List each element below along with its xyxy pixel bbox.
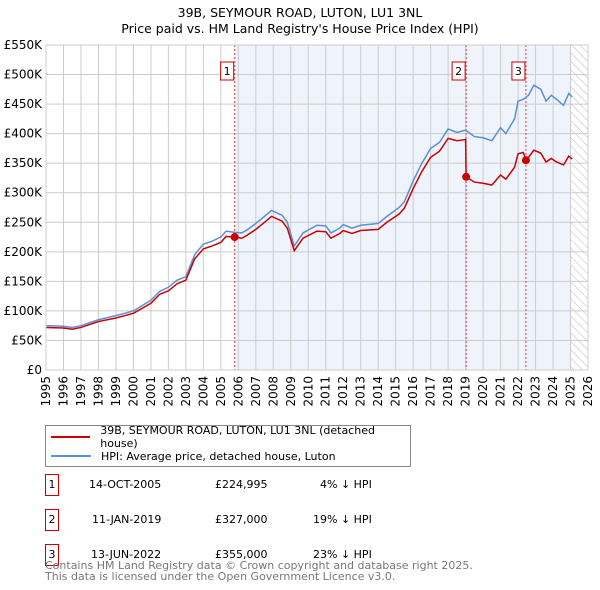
sale-hpi: 4% ↓ HPI [320,478,372,491]
x-tick-label: 2001 [144,376,158,407]
y-tick-label: £500K [4,68,44,82]
y-tick-label: £150K [4,274,44,288]
sale-marker-box: 1 [45,474,59,496]
x-tick-label: 2013 [354,376,368,407]
x-tick-label: 2025 [564,376,578,407]
y-tick-label: £550K [4,38,44,52]
x-tick-label: 2020 [476,376,490,407]
legend-item-property: 39B, SEYMOUR ROAD, LUTON, LU1 3NL (detac… [46,424,410,450]
sale-date: 11-JAN-2019 [92,513,162,526]
x-tick-label: 2002 [161,376,175,407]
x-tick-label: 2014 [371,376,385,407]
plot-border [45,44,589,371]
x-tick-label: 2000 [126,376,140,407]
x-tick-label: 2019 [459,376,473,407]
x-tick-label: 2004 [196,376,210,407]
y-tick-label: £300K [4,186,44,200]
x-tick-label: 2015 [389,376,403,407]
price-chart: £0 £50K £100K £150K £200K £250K £300K £350K £400… [4,38,595,407]
sale-row: 2 11-JAN-2019 £327,000 19% ↓ HPI [45,509,445,531]
y-tick-label: £250K [4,215,44,229]
sale-price: £327,000 [215,513,268,526]
x-tick-label: 1996 [56,376,70,407]
sale-point [521,156,530,165]
chart-subtitle: Price paid vs. HM Land Registry's House … [121,21,479,36]
sale-label: 2 [455,65,462,78]
legend-label: HPI: Average price, detached house, Luto… [101,449,336,463]
x-tick-label: 2006 [231,376,245,407]
sale-row: 3 13-JUN-2022 £355,000 23% ↓ HPI [45,544,445,566]
sale-label: 1 [224,65,231,78]
x-tick-label: 2010 [301,376,315,407]
x-tick-label: 2023 [529,376,543,407]
x-tick-label: 2021 [494,376,508,407]
x-tick-label: 2012 [336,376,350,407]
sale-label-box [511,61,526,81]
y-tick-label: £0 [27,363,42,377]
y-tick-label: £450K [4,97,44,111]
legend-label: 39B, SEYMOUR ROAD, LUTON, LU1 3NL (detac… [100,424,375,450]
sale-label-box [220,61,235,81]
x-tick-label: 1998 [91,376,105,407]
forecast-hatch [570,45,588,370]
x-tick-label: 1999 [109,376,123,407]
y-tick-label: £100K [4,304,44,318]
x-tick-label: 1997 [74,376,88,407]
legend-swatch-blue [51,455,91,457]
y-tick-label: £400K [4,127,44,141]
x-tick-label: 2018 [441,376,455,407]
x-tick-label: 2011 [319,376,333,407]
x-tick-label: 2026 [581,376,595,407]
legend-swatch-red [51,436,91,438]
x-tick-label: 2007 [249,376,263,407]
legend-item-hpi: HPI: Average price, detached house, Luto… [46,447,336,465]
y-tick-label: £50K [11,333,43,347]
sale-label-box [451,61,466,81]
sale-label: 3 [515,65,522,78]
sale-hpi: 23% ↓ HPI [313,548,372,561]
sale-point [462,172,471,181]
x-tick-label: 2022 [511,376,525,407]
x-tick-label: 2016 [406,376,420,407]
x-tick-label: 2009 [284,376,298,407]
footer-line: Contains HM Land Registry data © Crown c… [45,559,473,572]
y-tick-label: £350K [4,156,44,170]
x-tick-label: 1995 [39,376,53,407]
sale-price: £355,000 [215,548,268,561]
sale-marker-box: 3 [45,544,59,566]
legend: 39B, SEYMOUR ROAD, LUTON, LU1 3NL (detac… [45,424,411,467]
x-tick-label: 2008 [266,376,280,407]
sale-hpi: 19% ↓ HPI [313,513,372,526]
footer-line: This data is licensed under the Open Gov… [45,570,396,583]
chart-title: 39B, SEYMOUR ROAD, LUTON, LU1 3NL [177,5,423,20]
y-tick-label: £200K [4,245,44,259]
hpi-line [45,84,573,329]
x-tick-label: 2005 [214,376,228,407]
sale-date: 13-JUN-2022 [91,548,162,561]
sale-price: £224,995 [215,478,268,491]
x-tick-label: 2024 [546,376,560,407]
x-tick-label: 2017 [424,376,438,407]
sale-row: 1 14-OCT-2005 £224,995 4% ↓ HPI [45,474,445,496]
x-tick-label: 2003 [179,376,193,407]
shaded-region [234,45,571,370]
sale-point [230,233,239,242]
price-line [45,137,573,330]
sale-date: 14-OCT-2005 [89,478,162,491]
sale-marker-box: 2 [45,509,59,531]
